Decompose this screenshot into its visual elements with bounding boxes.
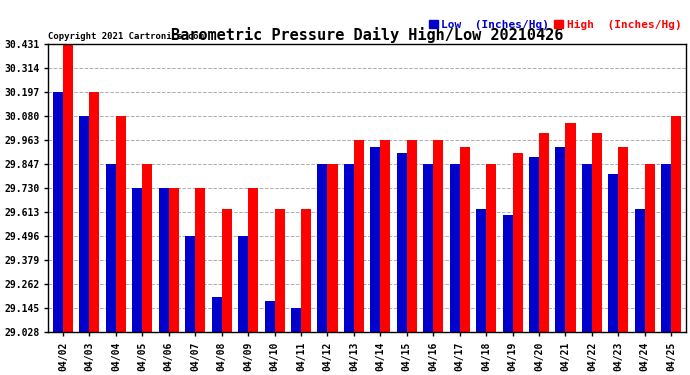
Bar	[275, 209, 284, 332]
Bar	[645, 164, 655, 332]
Bar	[513, 153, 522, 332]
Bar	[380, 140, 391, 332]
Bar	[566, 123, 575, 332]
Bar	[609, 174, 618, 332]
Bar	[106, 164, 116, 332]
Text: Copyright 2021 Cartronics.com: Copyright 2021 Cartronics.com	[48, 32, 204, 41]
Bar	[90, 92, 99, 332]
Bar	[635, 209, 645, 332]
Bar	[63, 44, 73, 332]
Bar	[328, 164, 337, 332]
Bar	[317, 164, 328, 332]
Bar	[433, 140, 443, 332]
Bar	[460, 147, 470, 332]
Bar	[142, 164, 152, 332]
Bar	[159, 188, 169, 332]
Bar	[407, 140, 417, 332]
Bar	[53, 92, 63, 332]
Bar	[195, 188, 206, 332]
Bar	[79, 116, 90, 332]
Bar	[661, 164, 671, 332]
Bar	[618, 147, 629, 332]
Bar	[212, 297, 221, 332]
Bar	[582, 164, 592, 332]
Bar	[486, 164, 496, 332]
Bar	[185, 236, 195, 332]
Bar	[592, 133, 602, 332]
Bar	[371, 147, 380, 332]
Bar	[423, 164, 433, 332]
Bar	[529, 158, 539, 332]
Bar	[301, 209, 311, 332]
Bar	[539, 133, 549, 332]
Bar	[354, 140, 364, 332]
Bar	[450, 164, 460, 332]
Bar	[671, 116, 681, 332]
Bar	[344, 164, 354, 332]
Bar	[221, 209, 232, 332]
Bar	[169, 188, 179, 332]
Bar	[291, 308, 301, 332]
Bar	[555, 147, 566, 332]
Bar	[132, 188, 142, 332]
Bar	[397, 153, 407, 332]
Title: Barometric Pressure Daily High/Low 20210426: Barometric Pressure Daily High/Low 20210…	[171, 27, 563, 43]
Bar	[476, 209, 486, 332]
Bar	[502, 215, 513, 332]
Bar	[116, 116, 126, 332]
Bar	[248, 188, 258, 332]
Legend: Low  (Inches/Hg), High  (Inches/Hg): Low (Inches/Hg), High (Inches/Hg)	[424, 15, 686, 34]
Bar	[264, 301, 275, 332]
Bar	[238, 236, 248, 332]
